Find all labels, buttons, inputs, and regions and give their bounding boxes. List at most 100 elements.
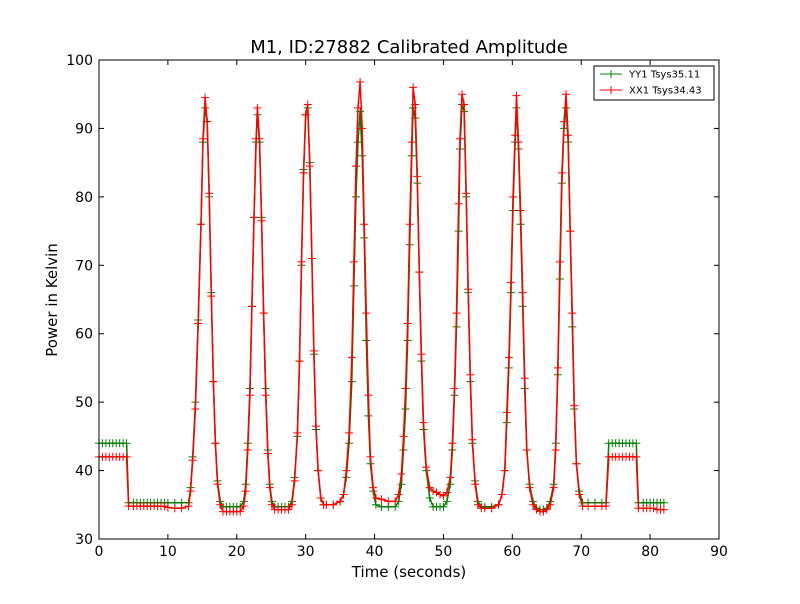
data-point-1-22 [177,504,186,513]
data-point-1-43 [236,507,245,516]
data-point-1-107 [409,83,418,92]
data-point-1-73 [307,254,316,263]
data-point-1-19 [160,502,169,511]
data-point-1-156 [542,505,551,514]
data-point-1-94 [366,452,375,461]
data-point-1-85 [347,353,356,362]
data-point-1-87 [351,162,360,171]
data-point-0-85 [347,377,356,386]
data-point-1-161 [555,257,564,266]
data-point-0-120 [446,480,455,489]
y-tick-label-0: 30 [75,532,93,548]
data-point-1-192 [659,505,668,514]
data-point-1-135 [480,504,489,513]
data-point-1-150 [522,446,531,455]
data-point-1-65 [290,476,299,485]
data-point-1-95 [369,483,378,492]
data-point-1-120 [446,473,455,482]
data-point-1-172 [584,502,593,511]
data-point-1-96 [371,493,380,502]
data-point-1-91 [360,220,369,229]
y-tick-label-7: 100 [66,53,93,69]
data-point-1-20 [163,503,172,512]
data-point-1-49 [250,213,258,222]
data-point-1-79 [322,500,331,509]
data-point-1-128 [462,189,471,198]
data-point-1-89 [356,77,365,86]
data-point-1-75 [312,422,320,431]
data-point-1-148 [518,288,527,297]
data-point-1-144 [511,131,520,140]
data-point-1-66 [293,428,302,437]
data-point-1-130 [466,370,475,379]
data-point-1-123 [452,309,461,318]
data-point-1-146 [514,138,523,147]
data-point-1-25 [188,456,197,465]
data-point-1-93 [364,391,373,400]
data-point-1-106 [407,138,416,147]
data-point-1-21 [170,504,179,513]
data-point-1-47 [245,391,254,400]
data-point-1-127 [460,100,469,109]
data-point-1-33 [207,292,216,301]
data-point-1-167 [568,309,577,318]
x-tick-label-9: 90 [710,544,728,560]
data-point-1-114 [425,483,434,492]
data-point-1-112 [419,418,428,427]
data-point-1-72 [305,162,314,171]
data-point-1-151 [525,483,534,492]
x-tick-label-0: 0 [95,544,104,560]
data-point-1-58 [267,500,276,509]
data-point-1-142 [506,278,515,287]
data-point-1-113 [422,463,431,472]
data-point-1-34 [209,377,218,386]
data-point-1-102 [399,432,408,441]
y-tick-label-4: 70 [75,258,93,274]
data-point-1-175 [602,502,611,511]
data-point-1-122 [450,384,459,393]
x-tick-label-8: 80 [641,544,659,560]
data-point-1-37 [216,500,225,509]
data-point-1-104 [403,319,412,328]
data-point-1-29 [199,134,208,143]
ticks-layer: 0 10 20 30 40 50 60 70 80 90 30 40 50 60 70 80 90 100 [66,53,728,560]
y-tick-label-1: 40 [75,464,93,480]
data-point-1-86 [349,257,358,266]
x-tick-label-2: 20 [228,544,246,560]
data-point-1-53 [257,216,266,225]
x-tick-label-4: 40 [366,544,384,560]
data-point-1-155 [539,507,548,516]
data-point-1-76 [314,466,323,475]
data-point-1-140 [502,408,511,417]
data-point-1-157 [546,500,555,509]
data-point-1-124 [454,199,463,208]
data-point-1-162 [557,168,566,177]
data-point-1-48 [247,302,256,311]
data-point-1-117 [436,490,444,499]
data-point-1-169 [572,459,581,468]
data-point-1-23 [184,502,193,511]
data-point-1-80 [329,500,338,509]
data-point-1-121 [448,439,457,448]
data-point-1-158 [549,483,558,492]
data-point-1-57 [265,483,274,492]
data-point-1-32 [205,189,214,198]
y-tick-label-3: 60 [75,327,93,343]
data-point-1-159 [551,446,560,455]
x-tick-label-5: 50 [435,544,453,560]
x-tick-label-7: 70 [572,544,590,560]
legend-box [593,65,715,101]
data-point-1-74 [309,346,318,355]
data-point-1-108 [411,100,420,109]
data-point-1-55 [261,391,270,400]
data-point-1-68 [297,257,306,266]
data-point-1-64 [287,500,296,509]
data-point-1-170 [575,490,584,499]
data-point-1-166 [566,227,575,236]
plot-frame [98,59,720,540]
data-point-1-138 [498,490,506,499]
y-axis-label: Power in Kelvin [43,243,61,357]
data-point-1-45 [241,487,250,496]
